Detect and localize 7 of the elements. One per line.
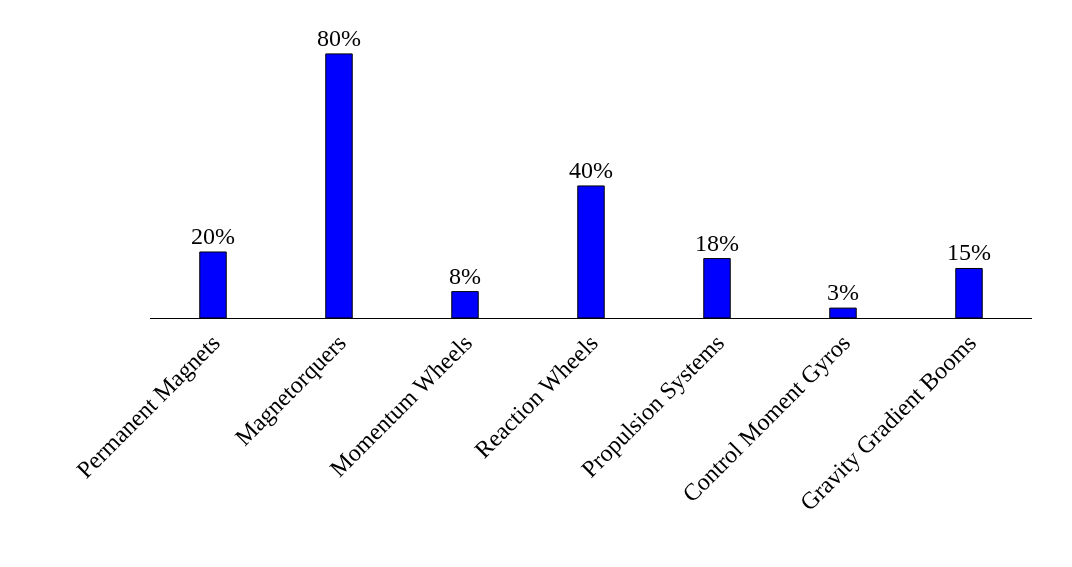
data-label: 18% — [695, 229, 739, 256]
data-label: 80% — [317, 24, 361, 51]
data-label: 20% — [191, 222, 235, 249]
data-label: 8% — [449, 262, 481, 289]
data-label: 40% — [569, 156, 613, 183]
data-label: 3% — [827, 279, 859, 306]
data-label: 15% — [947, 239, 991, 266]
